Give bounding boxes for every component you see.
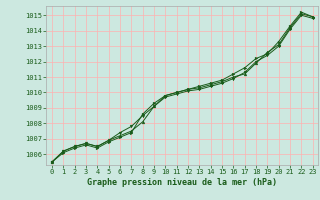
- X-axis label: Graphe pression niveau de la mer (hPa): Graphe pression niveau de la mer (hPa): [87, 178, 277, 187]
